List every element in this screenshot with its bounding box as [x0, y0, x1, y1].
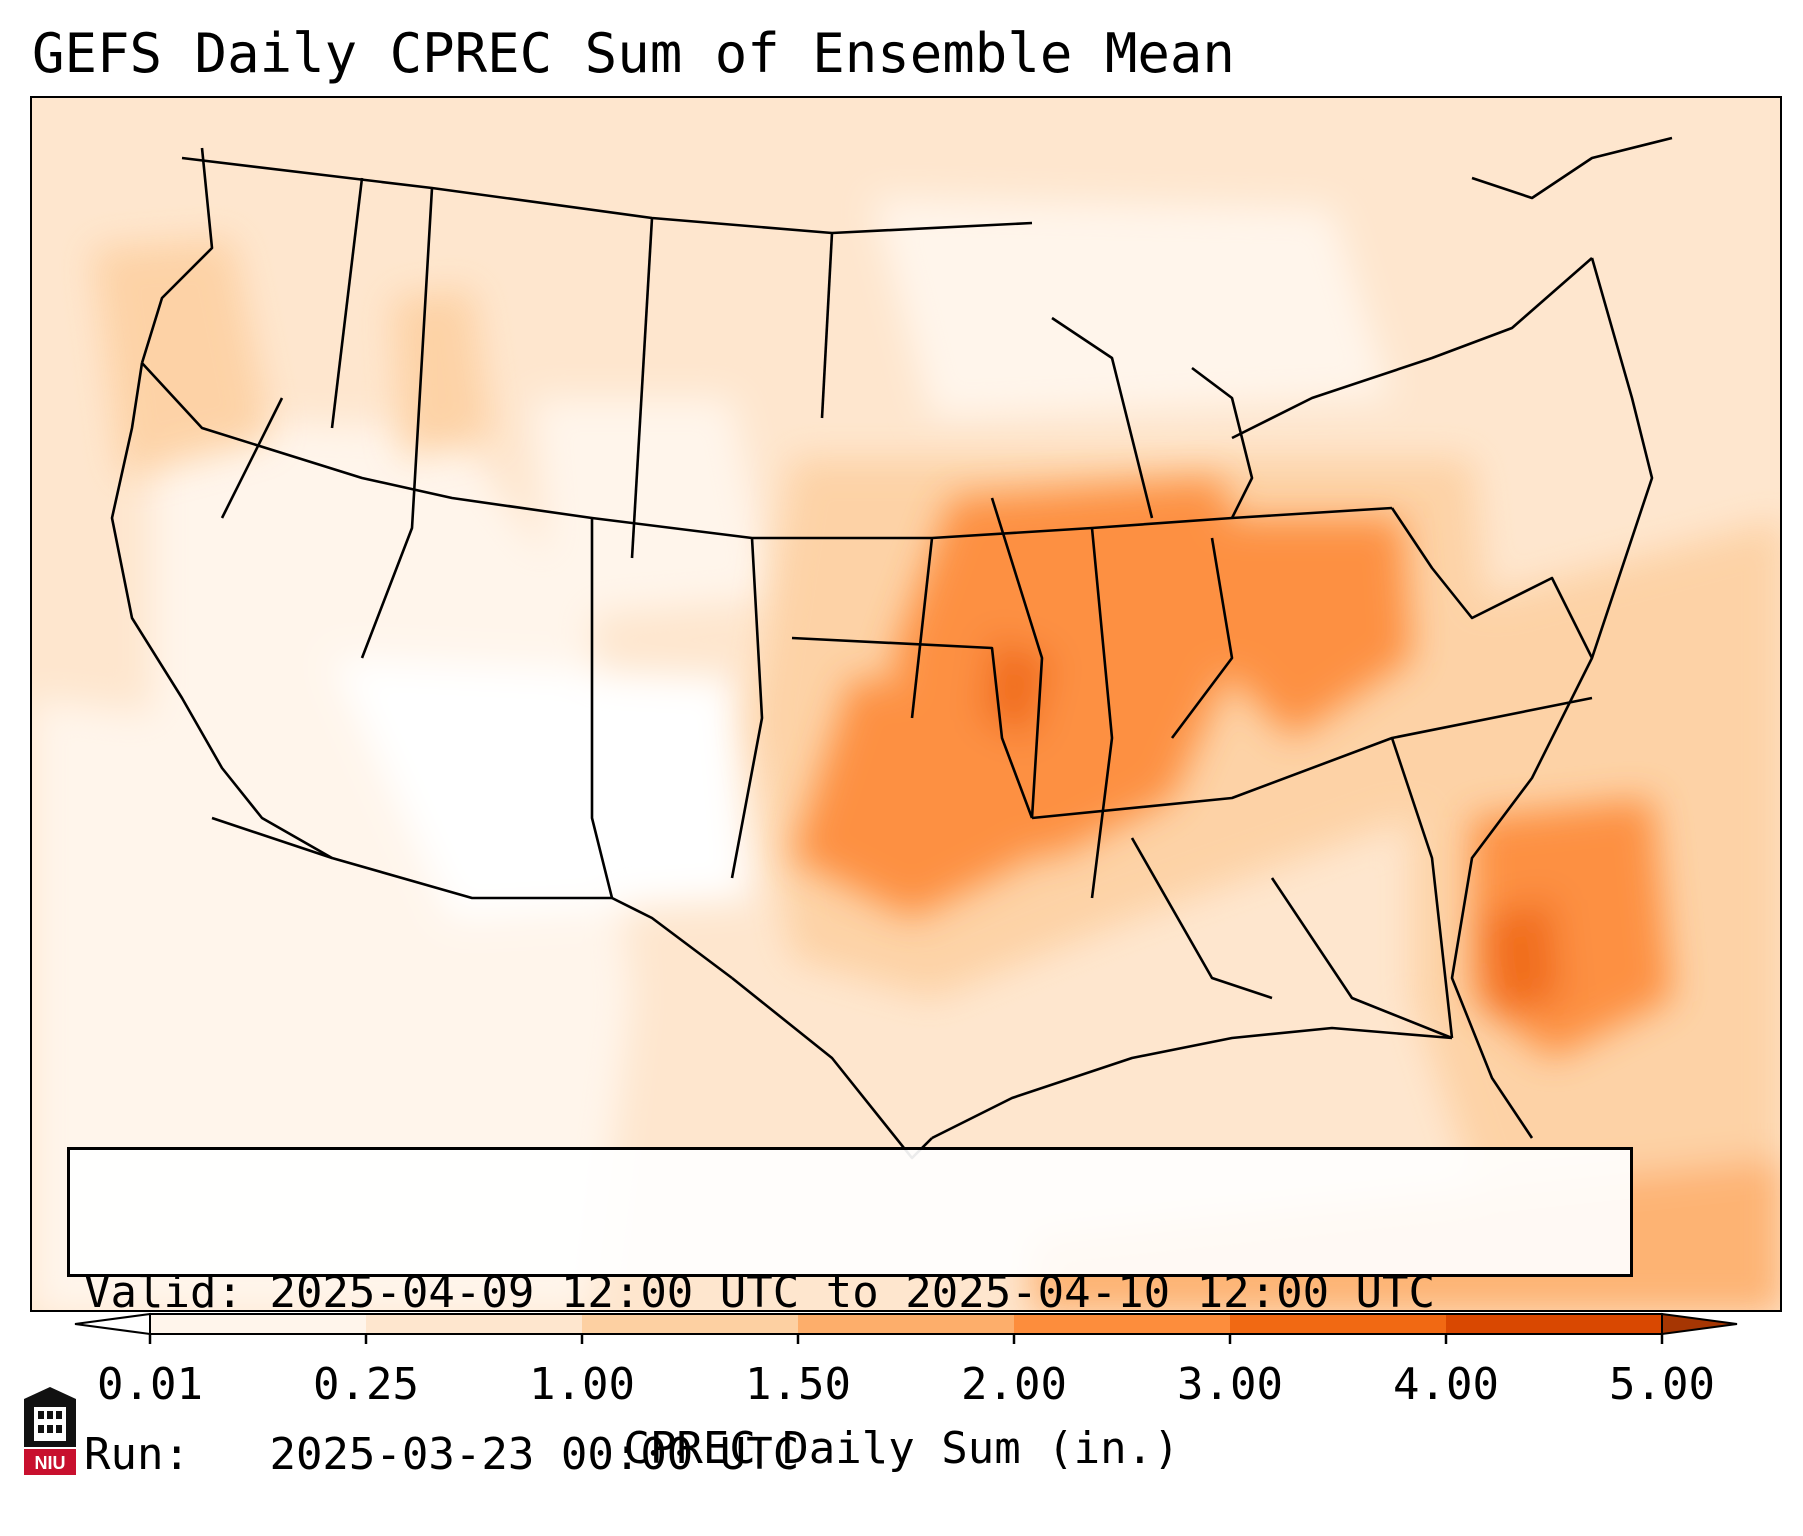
colorbar-tick-label: 5.00: [1609, 1359, 1715, 1410]
colorbar-segment: [582, 1314, 799, 1334]
colorbar-segment: [1230, 1314, 1447, 1334]
colorbar-segment: [1014, 1314, 1231, 1334]
niu-logo-icon: NIU: [24, 1387, 76, 1475]
colorbar-tick-label: 1.50: [745, 1359, 851, 1410]
valid-value: 2025-04-09 12:00 UTC to 2025-04-10 12:00…: [269, 1267, 1436, 1318]
run-value: 2025-03-23 00:00 UTC: [269, 1429, 800, 1480]
colorbar-under-extension: [74, 1312, 151, 1336]
valid-run-info-box: Valid: 2025-04-09 12:00 UTC to 2025-04-1…: [67, 1147, 1633, 1480]
colorbar-tick-label: 3.00: [1177, 1359, 1283, 1410]
colorbar-tick-label: 1.00: [529, 1359, 635, 1410]
run-row: Run: 2025-03-23 00:00 UTC: [84, 1428, 1616, 1482]
colorbar-tick-label: 2.00: [961, 1359, 1067, 1410]
colorbar-tick-label: 4.00: [1393, 1359, 1499, 1410]
colorbar-segment: [366, 1314, 583, 1334]
run-label: Run:: [84, 1429, 190, 1480]
colorbar-tick-label: 0.01: [97, 1359, 203, 1410]
colorbar-segment: [798, 1314, 1015, 1334]
colorbar: [74, 1312, 1738, 1344]
precipitation-map: [30, 96, 1782, 1312]
colorbar-segment: [1446, 1314, 1663, 1334]
valid-row: Valid: 2025-04-09 12:00 UTC to 2025-04-1…: [84, 1266, 1616, 1320]
colorbar-segment: [150, 1314, 367, 1334]
colorbar-over-extension: [1661, 1312, 1738, 1336]
precip-heavy-areas: [792, 478, 1672, 1058]
valid-label: Valid:: [84, 1267, 243, 1318]
colorbar-label: CPREC Daily Sum (in.): [623, 1423, 1180, 1474]
colorbar-tick-label: 0.25: [313, 1359, 419, 1410]
colorbar-ticks: [148, 1334, 1664, 1344]
map-canvas: [32, 98, 1780, 1310]
colorbar-outline: [149, 1313, 1663, 1335]
chart-title: GEFS Daily CPREC Sum of Ensemble Mean: [32, 22, 1235, 85]
precip-low-areas: [32, 198, 1392, 1310]
colorbar-segments: [74, 1312, 1738, 1336]
niu-logo-text: NIU: [35, 1453, 66, 1473]
map-borders: [110, 136, 1673, 1160]
